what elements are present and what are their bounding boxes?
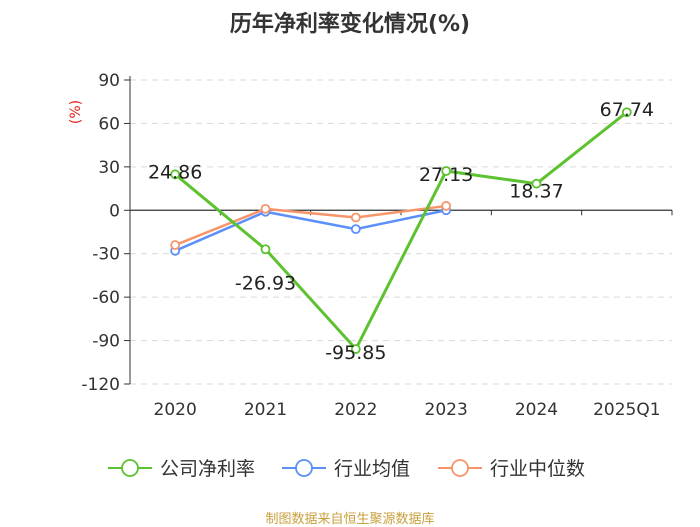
data-labels: 24.86 -26.93 -95.85 27.13 18.37 67.74	[148, 99, 654, 364]
series-line	[174, 209, 447, 252]
data-label: 27.13	[419, 164, 473, 186]
legend-label: 行业均值	[334, 458, 410, 480]
data-point	[621, 107, 632, 118]
series-line	[174, 111, 628, 351]
x-tick-label: 2020	[154, 400, 197, 420]
source-note: 制图数据来自恒生聚源数据库	[265, 512, 435, 527]
y-tick-label: -30	[92, 245, 120, 265]
chart-title: 历年净利率变化情况(%)	[229, 12, 471, 37]
data-point	[441, 166, 452, 176]
y-tick-label: 90	[98, 71, 120, 91]
data-label: 24.86	[148, 161, 202, 183]
legend-label: 行业中位数	[490, 458, 585, 480]
data-label: -26.93	[235, 272, 296, 294]
legend-circle-marker	[295, 459, 313, 477]
data-point	[531, 178, 542, 189]
legend: 公司净利率 行业均值 行业中位数	[108, 458, 585, 480]
y-tick-label: 30	[98, 158, 120, 178]
x-tick-label: 2021	[244, 400, 287, 420]
x-tick-label: 2024	[515, 400, 558, 420]
y-tick-label: 60	[98, 114, 120, 134]
y-tick-label: -60	[92, 288, 120, 308]
x-tick-label: 2025Q1	[593, 400, 660, 420]
series-lines	[170, 107, 632, 354]
x-tick-label: 2023	[425, 400, 468, 420]
data-point	[170, 169, 181, 180]
data-label: 18.37	[509, 181, 563, 203]
y-tick-label: -90	[92, 332, 120, 352]
data-point	[350, 212, 361, 223]
data-label: -95.85	[325, 342, 386, 364]
data-point	[350, 224, 361, 235]
y-axis-label: (%)	[68, 100, 84, 124]
data-point	[260, 203, 271, 214]
legend-circle-marker	[451, 459, 469, 477]
data-point	[170, 240, 181, 250]
y-tick-label: -120	[81, 375, 120, 395]
legend-circle-marker	[121, 459, 139, 477]
grid-lines	[130, 79, 672, 385]
series-line	[174, 204, 447, 247]
y-tick-label: 0	[109, 201, 120, 221]
data-label: 67.74	[600, 99, 654, 121]
legend-label: 公司净利率	[160, 458, 255, 480]
data-point	[260, 244, 271, 255]
x-tick-label: 2022	[334, 400, 377, 420]
data-point	[441, 201, 452, 211]
data-point	[350, 344, 361, 354]
